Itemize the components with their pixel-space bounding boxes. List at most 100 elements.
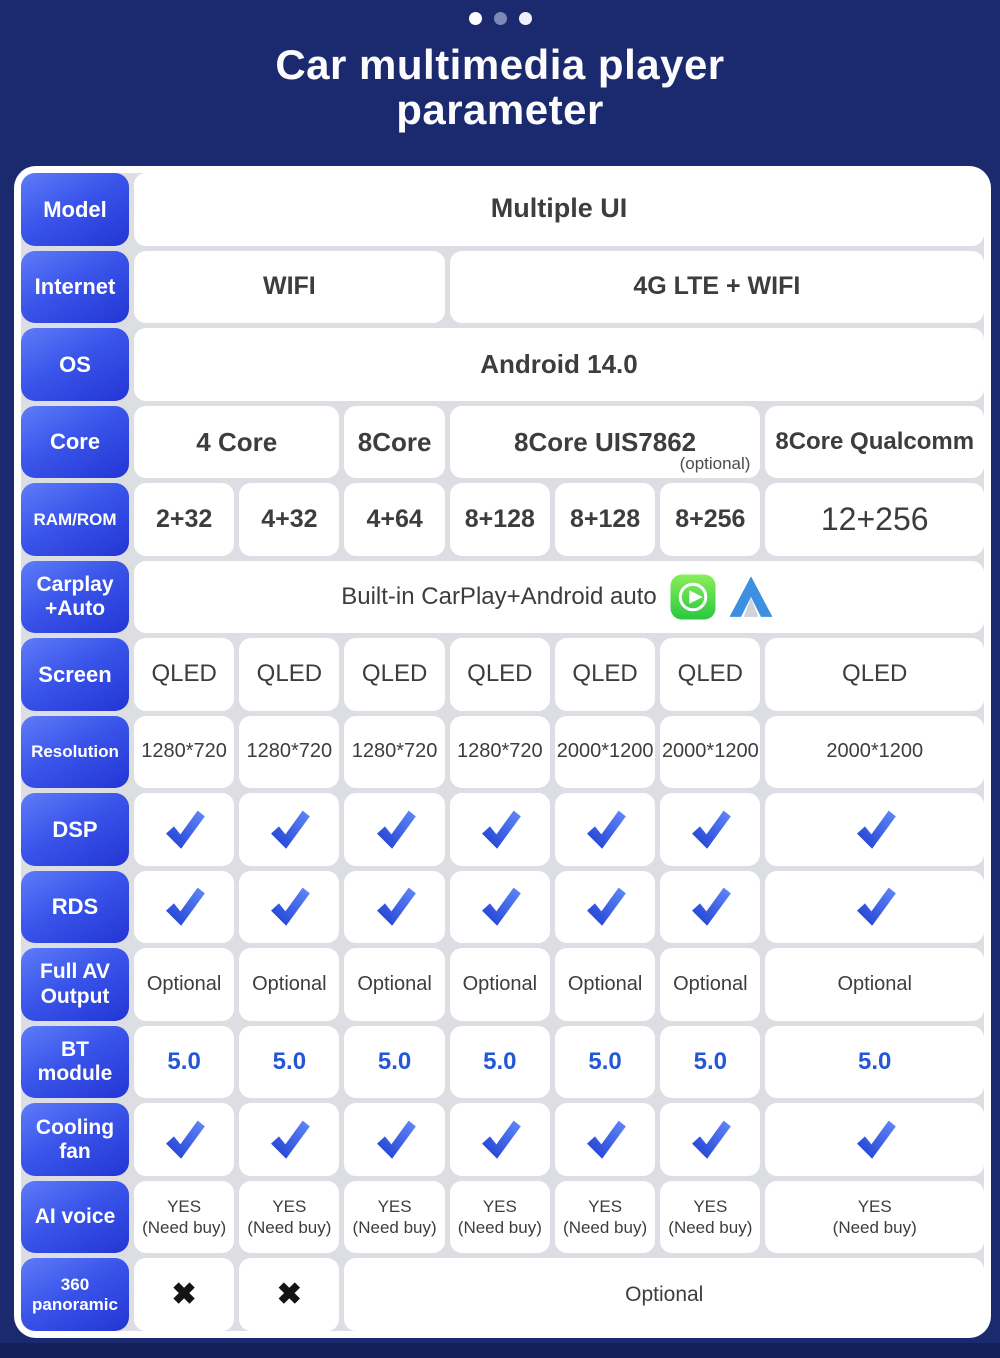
cell-res-6: 2000*1200 bbox=[660, 715, 761, 789]
cell-ram-5: 8+128 bbox=[554, 483, 656, 556]
checkmark-icon bbox=[372, 807, 418, 853]
checkmark-icon bbox=[161, 1117, 207, 1163]
checkmark-icon bbox=[687, 884, 733, 930]
cell-core-8core: 8Core bbox=[344, 405, 445, 479]
cell-av-2: Optional bbox=[239, 948, 340, 1021]
core-optional-note: (optional) bbox=[679, 453, 751, 473]
cell-dsp-5 bbox=[554, 793, 656, 866]
carplay-auto-text: Built-in CarPlay+Android auto bbox=[341, 582, 657, 610]
carousel-dot-icon[interactable] bbox=[493, 12, 507, 25]
cell-fan-5 bbox=[554, 1103, 656, 1176]
checkmark-icon bbox=[161, 807, 207, 853]
cell-res-3: 1280*720 bbox=[344, 715, 445, 789]
cell-ram-1: 2+32 bbox=[134, 483, 235, 556]
checkmark-icon bbox=[372, 884, 418, 930]
cell-dsp-6 bbox=[660, 793, 761, 866]
cell-ram-2: 4+32 bbox=[239, 483, 340, 556]
carousel-dot-icon[interactable] bbox=[468, 12, 482, 25]
android-auto-icon bbox=[729, 576, 773, 617]
cell-screen-7: QLED bbox=[765, 638, 984, 711]
cell-rds-4 bbox=[449, 870, 550, 944]
cell-core-4core: 4 Core bbox=[134, 405, 340, 479]
row-label-360-panoramic: 360 panoramic bbox=[21, 1258, 129, 1331]
page-title-line2: parameter bbox=[396, 86, 604, 133]
cell-av-6: Optional bbox=[660, 948, 761, 1021]
cell-dsp-2 bbox=[239, 793, 340, 866]
cell-core-qualcomm: 8Core Qualcomm bbox=[765, 405, 984, 479]
row-label-screen: Screen bbox=[21, 638, 129, 711]
cell-rds-1 bbox=[134, 870, 235, 944]
checkmark-icon bbox=[477, 884, 523, 930]
cell-dsp-3 bbox=[344, 793, 445, 866]
checkmark-icon bbox=[852, 884, 898, 930]
checkmark-icon bbox=[582, 884, 628, 930]
cell-ram-4: 8+128 bbox=[449, 483, 550, 556]
cell-internet-wifi: WIFI bbox=[134, 250, 445, 324]
cell-bt-4: 5.0 bbox=[449, 1025, 550, 1099]
row-label-resolution: Resolution bbox=[21, 715, 129, 789]
cell-res-7: 2000*1200 bbox=[765, 715, 984, 789]
cell-rds-5 bbox=[554, 870, 656, 944]
checkmark-icon bbox=[582, 807, 628, 853]
row-label-carplay-auto: Carplay +Auto bbox=[21, 560, 129, 634]
cell-ai-6: YES (Need buy) bbox=[660, 1180, 761, 1254]
cell-res-5: 2000*1200 bbox=[554, 715, 656, 789]
carousel-dot-icon[interactable] bbox=[518, 12, 532, 25]
checkmark-icon bbox=[477, 1117, 523, 1163]
cell-model-value: Multiple UI bbox=[134, 173, 984, 246]
row-label-core: Core bbox=[21, 405, 129, 479]
spec-table-grid: Model Multiple UI Internet WIFI 4G LTE +… bbox=[21, 173, 984, 1331]
carplay-icon bbox=[670, 574, 716, 620]
checkmark-icon bbox=[266, 884, 312, 930]
cell-fan-2 bbox=[239, 1103, 340, 1176]
bottom-strip bbox=[0, 1343, 1000, 1358]
cell-screen-2: QLED bbox=[239, 638, 340, 711]
cell-fan-1 bbox=[134, 1103, 235, 1176]
cell-rds-3 bbox=[344, 870, 445, 944]
cell-360-optional: Optional bbox=[344, 1258, 984, 1331]
cell-dsp-7 bbox=[765, 793, 984, 866]
cell-ai-3: YES (Need buy) bbox=[344, 1180, 445, 1254]
cell-rds-2 bbox=[239, 870, 340, 944]
checkmark-icon bbox=[161, 884, 207, 930]
cell-screen-3: QLED bbox=[344, 638, 445, 711]
checkmark-icon bbox=[372, 1117, 418, 1163]
cell-res-1: 1280*720 bbox=[134, 715, 235, 789]
cell-bt-6: 5.0 bbox=[660, 1025, 761, 1099]
cell-fan-6 bbox=[660, 1103, 761, 1176]
row-label-model: Model bbox=[21, 173, 129, 246]
checkmark-icon bbox=[852, 1117, 898, 1163]
cell-core-uis7862: 8Core UIS7862 (optional) bbox=[449, 405, 761, 479]
cell-bt-7: 5.0 bbox=[765, 1025, 984, 1099]
cell-av-1: Optional bbox=[134, 948, 235, 1021]
cell-screen-6: QLED bbox=[660, 638, 761, 711]
row-label-internet: Internet bbox=[21, 250, 129, 324]
cell-rds-6 bbox=[660, 870, 761, 944]
cell-bt-3: 5.0 bbox=[344, 1025, 445, 1099]
cell-internet-4g: 4G LTE + WIFI bbox=[449, 250, 984, 324]
cell-screen-4: QLED bbox=[449, 638, 550, 711]
row-label-rds: RDS bbox=[21, 870, 129, 944]
checkmark-icon bbox=[687, 807, 733, 853]
cross-mark: ✖ bbox=[134, 1258, 235, 1331]
checkmark-icon bbox=[687, 1117, 733, 1163]
cell-ram-7: 12+256 bbox=[765, 483, 984, 556]
checkmark-icon bbox=[852, 807, 898, 853]
cell-bt-1: 5.0 bbox=[134, 1025, 235, 1099]
cell-os-value: Android 14.0 bbox=[134, 328, 984, 401]
cell-screen-1: QLED bbox=[134, 638, 235, 711]
checkmark-icon bbox=[477, 807, 523, 853]
cell-av-3: Optional bbox=[344, 948, 445, 1021]
cell-av-5: Optional bbox=[554, 948, 656, 1021]
cell-fan-3 bbox=[344, 1103, 445, 1176]
cell-dsp-1 bbox=[134, 793, 235, 866]
cell-bt-2: 5.0 bbox=[239, 1025, 340, 1099]
spec-table: Model Multiple UI Internet WIFI 4G LTE +… bbox=[14, 166, 991, 1338]
row-label-cooling-fan: Cooling fan bbox=[21, 1103, 129, 1176]
cell-ram-6: 8+256 bbox=[660, 483, 761, 556]
cell-res-2: 1280*720 bbox=[239, 715, 340, 789]
cell-ai-1: YES (Need buy) bbox=[134, 1180, 235, 1254]
cell-av-4: Optional bbox=[449, 948, 550, 1021]
cell-screen-5: QLED bbox=[554, 638, 656, 711]
checkmark-icon bbox=[582, 1117, 628, 1163]
